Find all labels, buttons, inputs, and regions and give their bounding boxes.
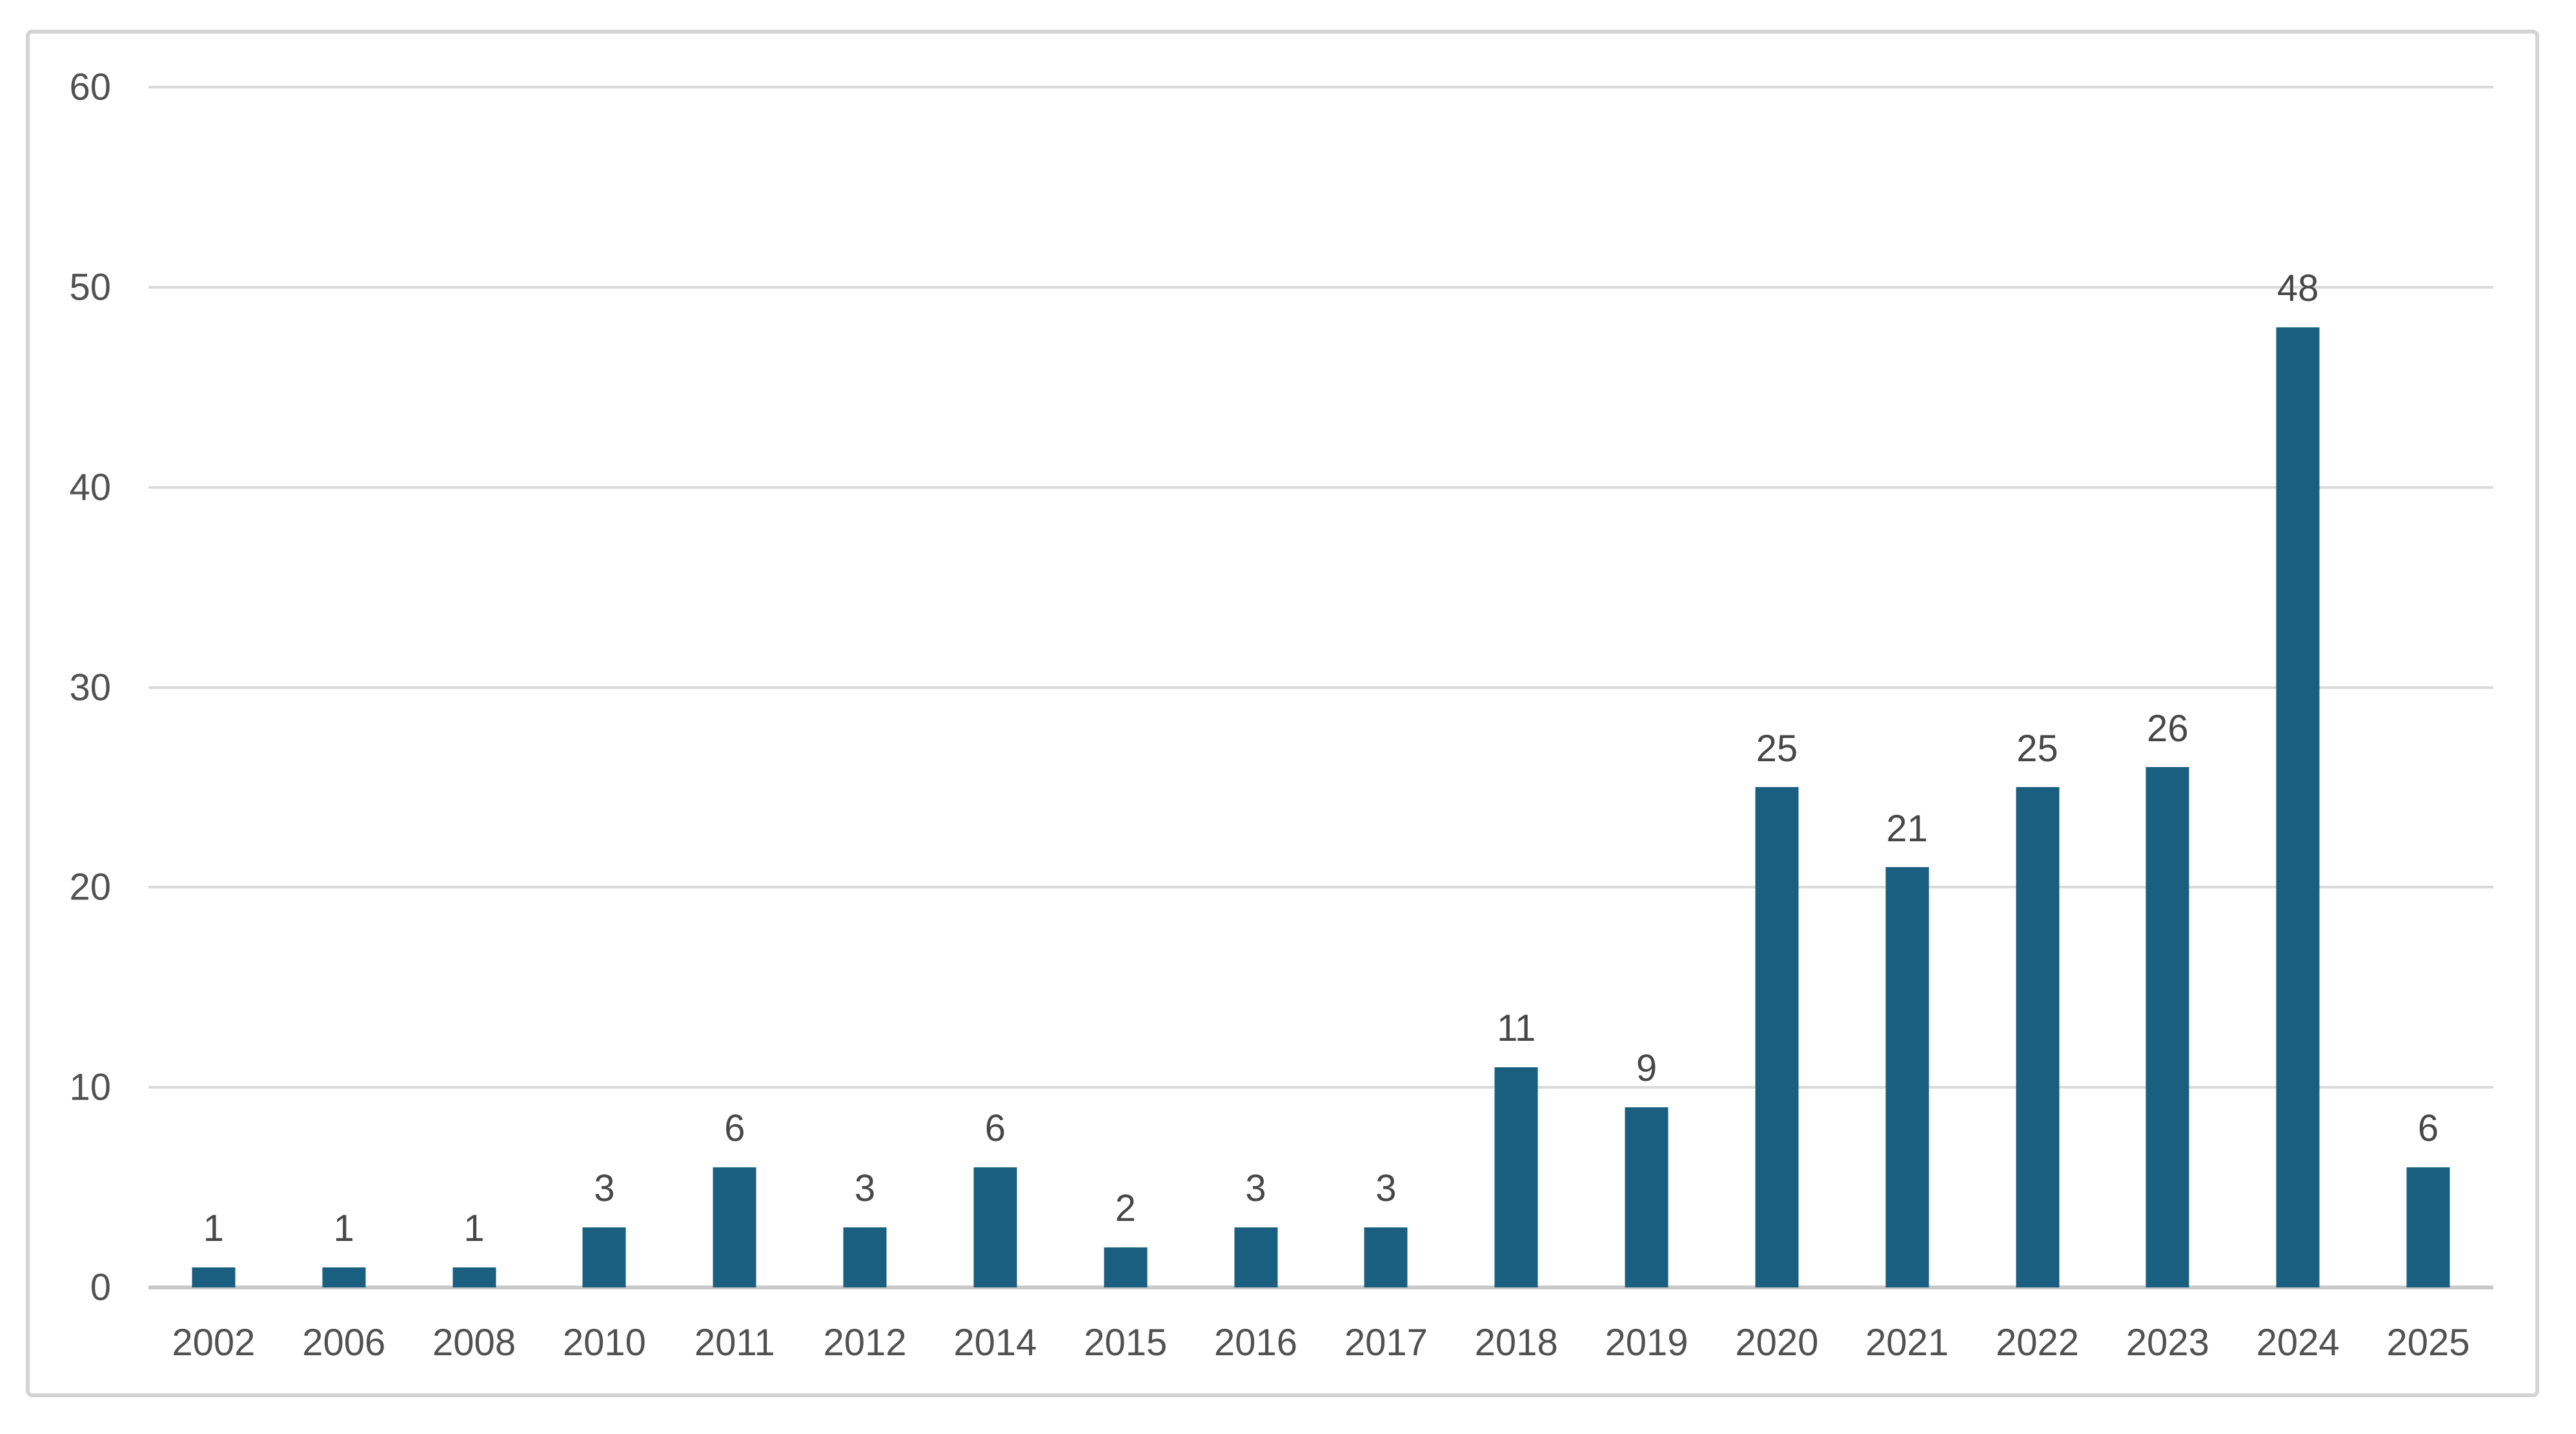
bar-value-label: 25 [2016,727,2058,770]
bar [2406,1167,2450,1287]
bar-column: 9 2019 [1581,87,1712,1364]
y-tick-label: 30 [69,666,111,708]
bar-column: 3 2016 [1191,87,1321,1364]
bar-columns: 1 2002 1 2006 1 2008 3 2010 6 2011 3 2012 6 2014 2 2015… [148,87,2493,1364]
y-tick-label: 0 [90,1266,111,1309]
x-tick-label: 2025 [2386,1322,2470,1364]
bar-column: 21 2021 [1842,87,1973,1364]
bar-value-label: 3 [1245,1167,1266,1210]
bar [192,1267,236,1287]
bar-column: 1 2006 [279,87,409,1364]
y-tick-label: 20 [69,866,111,908]
x-tick-label: 2020 [1735,1322,1819,1364]
x-tick-label: 2021 [1865,1322,1949,1364]
bar-value-label: 3 [854,1167,876,1210]
bar-value-label: 3 [594,1167,615,1210]
bar [582,1227,626,1287]
bar-value-label: 6 [2417,1107,2439,1150]
bar-value-label: 9 [1636,1047,1658,1090]
bar-column: 25 2022 [1973,87,2103,1364]
bar [1885,867,1929,1287]
x-tick-label: 2018 [1474,1322,1558,1364]
x-tick-label: 2010 [562,1322,646,1364]
bar-value-label: 11 [1497,1007,1536,1050]
bar-column: 3 2012 [800,87,930,1364]
y-tick-label: 60 [69,66,111,108]
bar-value-label: 6 [984,1107,1006,1150]
x-tick-label: 2019 [1605,1322,1689,1364]
bar [1364,1227,1408,1287]
bar [973,1167,1017,1287]
bar [1625,1107,1668,1287]
bar [2276,327,2320,1287]
gridline [148,686,2493,689]
x-tick-label: 2017 [1344,1322,1428,1364]
x-tick-label: 2002 [172,1322,256,1364]
x-tick-label: 2012 [823,1322,907,1364]
y-tick-label: 40 [69,466,111,509]
bar-value-label: 1 [203,1207,225,1250]
bar-value-label: 1 [463,1207,485,1250]
chart-frame [26,30,2539,1397]
bar-column: 3 2017 [1321,87,1451,1364]
bar [1755,787,1799,1287]
x-tick-label: 2023 [2125,1322,2209,1364]
bar-value-label: 26 [2147,707,2189,750]
bar-value-label: 6 [724,1107,745,1150]
bar [452,1267,496,1287]
bar-value-label: 3 [1375,1167,1397,1210]
x-tick-label: 2016 [1214,1322,1298,1364]
bar-column: 1 2002 [148,87,279,1364]
bar-value-label: 2 [1115,1187,1136,1230]
x-tick-label: 2014 [953,1322,1037,1364]
bar-value-label: 1 [333,1207,354,1250]
gridline [148,86,2493,88]
y-axis: 0 10 20 30 40 50 60 [26,67,111,1309]
x-tick-label: 2024 [2256,1322,2340,1364]
bar [322,1267,366,1287]
gridline [148,886,2493,889]
x-tick-label: 2015 [1084,1322,1168,1364]
bar-column: 6 2011 [669,87,800,1364]
bar [843,1227,887,1287]
x-tick-label: 2006 [302,1322,386,1364]
bar-value-label: 25 [1756,727,1798,770]
bar [713,1167,756,1287]
bar-column: 2 2015 [1060,87,1191,1364]
bar [1234,1227,1278,1287]
bar-column: 25 2020 [1712,87,1842,1364]
bar-value-label: 21 [1886,807,1928,850]
gridline [148,285,2493,289]
y-tick-label: 50 [69,266,111,309]
y-tick-label: 10 [69,1066,111,1109]
plot-area: 1 2002 1 2006 1 2008 3 2010 6 2011 3 2012 6 2014 2 2015… [148,86,2493,1364]
gridline [148,486,2493,489]
bar-column: 6 2025 [2363,87,2493,1364]
bar-column: 26 2023 [2102,87,2233,1364]
bar-column: 3 2010 [539,87,669,1364]
bar [2016,787,2059,1287]
bar-column: 11 2018 [1451,87,1581,1364]
bar-value-label: 48 [2277,267,2319,310]
bar-column: 48 2024 [2233,87,2363,1364]
gridline [148,1086,2493,1089]
x-tick-label: 2008 [432,1322,516,1364]
bar-column: 1 2008 [409,87,540,1364]
bar [2145,767,2189,1287]
bar-column: 6 2014 [930,87,1060,1364]
x-tick-label: 2011 [694,1322,775,1364]
x-axis-line [148,1285,2493,1289]
x-tick-label: 2022 [1995,1322,2080,1364]
bar [1104,1247,1148,1287]
bar [1494,1067,1538,1287]
